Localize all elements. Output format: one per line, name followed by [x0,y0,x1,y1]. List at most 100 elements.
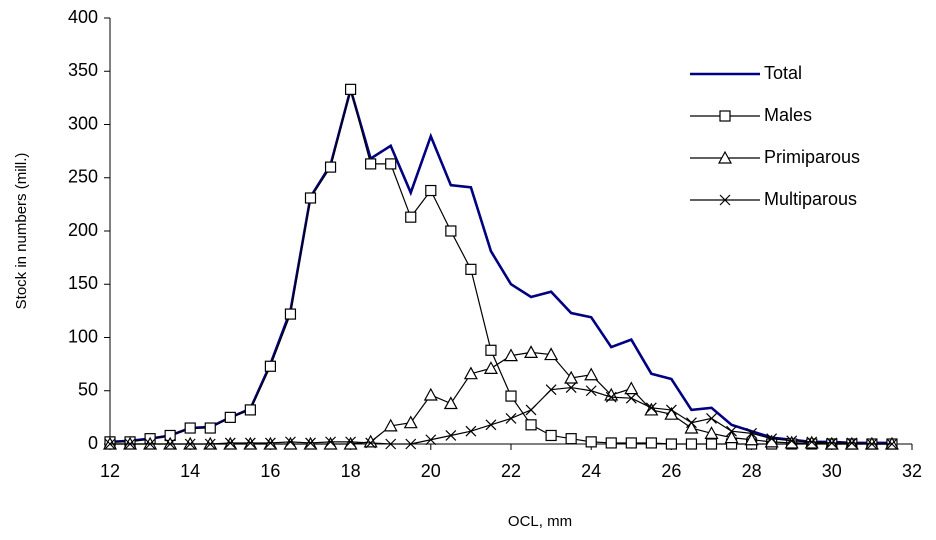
data-point [625,437,637,449]
data-point [443,396,458,410]
data-point [305,437,316,449]
data-point [806,436,818,448]
data-point [704,426,719,439]
data-point [284,308,297,320]
data-point [144,438,156,450]
data-point [403,415,418,429]
data-point [304,192,317,204]
data-point [564,370,579,384]
y-tick-label: 0 [88,433,98,453]
data-point [826,437,838,449]
data-point [505,390,517,402]
data-point [645,402,657,414]
data-point [644,402,659,416]
data-point [405,438,417,450]
data-point [665,404,677,416]
data-point [383,418,398,432]
data-point [164,438,176,450]
data-point [363,434,378,448]
x-tick-label: 32 [902,461,922,481]
legend-label: Multiparous [764,189,857,209]
x-tick-label: 30 [822,461,842,481]
data-point [665,438,678,450]
data-point [705,438,718,450]
data-point [746,427,758,439]
data-point [505,413,517,424]
data-point [425,184,437,197]
series-line [110,351,892,445]
y-tick-label: 100 [68,326,98,346]
data-point [584,367,599,381]
data-point [445,225,457,237]
data-point [503,348,519,362]
data-point [525,419,537,431]
data-point [224,411,236,423]
data-point [684,420,699,434]
series-line [109,84,892,445]
data-point [585,436,597,448]
data-point [204,422,216,434]
data-point [405,211,417,223]
x-tick-label: 22 [501,461,521,481]
data-point [544,347,559,361]
data-point [343,436,358,450]
data-point [485,344,497,356]
legend-label: Total [764,63,802,83]
data-point [766,433,778,445]
data-point [545,384,557,396]
data-point [285,436,296,448]
x-tick-label: 14 [180,461,200,481]
y-tick-label: 400 [68,7,98,27]
data-point [524,345,539,359]
x-tick-label: 18 [341,461,361,481]
data-point [104,438,116,450]
legend-marker [717,150,733,164]
data-point [465,425,477,437]
data-point [605,437,617,449]
data-point [744,432,759,446]
data-point [624,381,639,395]
data-point [184,438,196,450]
data-point [244,437,256,449]
series-line [110,86,892,445]
data-point [886,438,898,450]
y-tick-label: 300 [68,113,98,133]
data-point [264,437,276,449]
data-point [463,366,478,380]
data-point [283,436,298,450]
x-tick-label: 20 [421,461,441,481]
series-line [110,386,892,445]
x-tick-label: 28 [742,461,762,481]
data-point [645,437,657,449]
data-point [625,392,637,404]
data-point [264,360,276,372]
x-tick-label: 16 [260,461,280,481]
data-point [385,158,397,170]
y-tick-label: 200 [68,220,98,240]
data-point [565,382,577,393]
legend-marker [719,194,731,206]
data-point [323,436,338,450]
x-axis-title: OCL, mm [508,513,572,530]
y-tick-label: 50 [78,380,98,400]
data-point [565,433,577,445]
data-point [706,413,717,424]
data-point [786,435,798,447]
legend-marker [719,110,731,122]
x-tick-label: 24 [581,461,601,481]
data-point [244,404,256,416]
data-point [385,438,397,450]
data-point [545,429,557,442]
data-point [605,391,617,403]
x-tick-label: 26 [661,461,681,481]
legend-label: Primiparous [764,147,860,167]
data-point [124,438,136,450]
data-point [423,387,438,401]
data-point [184,422,196,434]
data-point [525,404,537,416]
data-point [224,437,236,449]
data-point [445,430,457,441]
data-point [784,435,799,449]
data-point [685,438,698,450]
